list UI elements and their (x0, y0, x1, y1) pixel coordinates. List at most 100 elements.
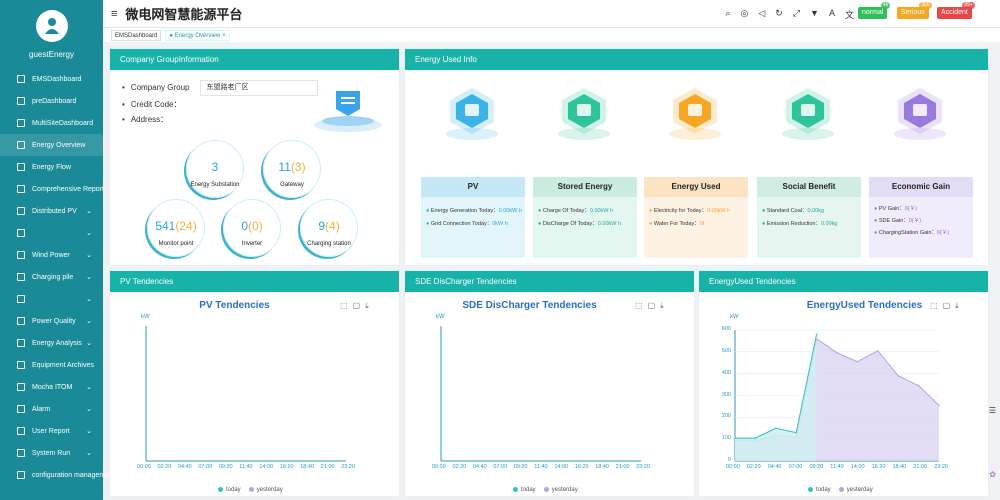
download-icon[interactable]: ⤓ (955, 301, 959, 310)
language-icon[interactable]: 文 (844, 10, 854, 20)
tag-ems-dashboard[interactable]: EMSDashboard (111, 29, 162, 41)
sound-icon[interactable]: ◁ (758, 8, 766, 18)
company-group-field[interactable]: 东盟路老厂区 (199, 79, 318, 96)
line-dot-icon: ● (649, 208, 654, 214)
refresh-icon[interactable]: ↻ (775, 8, 783, 18)
nav-item[interactable]: ⌄ (0, 222, 103, 244)
nav-item[interactable]: User Report ⌄ (0, 420, 103, 442)
restore-icon[interactable]: ▢ (942, 301, 951, 310)
download-icon[interactable]: ⤓ (660, 301, 664, 310)
y-tick-label: 0 (727, 457, 731, 463)
stat-extra-value: 0 (252, 219, 259, 233)
stat-value: 11(3) (264, 160, 320, 174)
legend-item[interactable]: yesterday (249, 487, 283, 493)
nav-item[interactable]: Equipment Archives (0, 354, 103, 376)
restore-icon[interactable]: ▢ (352, 301, 361, 310)
fullscreen-icon[interactable]: ⤢ (792, 8, 801, 18)
series-area-yesterday (735, 338, 939, 461)
download-icon[interactable]: ⤓ (365, 301, 369, 310)
nav-item-label: System Run (32, 449, 71, 457)
nav-item-label: Energy Flow (32, 163, 71, 171)
stat-circle[interactable]: 0(0) Inverter (223, 199, 281, 257)
chart-toolbox: ⬚ ▢ ⤓ (635, 301, 664, 311)
nav-item[interactable]: Wind Power ⌄ (0, 244, 103, 266)
font-size-icon[interactable]: A (828, 8, 835, 18)
x-tick-label: 21:00 (913, 464, 928, 470)
icon-graphic (782, 88, 834, 140)
nav-item-icon (17, 427, 25, 435)
y-tick-label: 500 (721, 347, 731, 354)
x-tick-label: 16:20 (279, 464, 294, 470)
nav-item-icon (17, 163, 25, 171)
user-avatar[interactable] (35, 10, 68, 42)
nav-item[interactable]: Comprehensive Report (0, 178, 104, 200)
nav-item-icon (17, 251, 25, 259)
line-dot-icon: ● (874, 206, 879, 212)
line-value: 0(￥) (908, 218, 922, 224)
close-icon[interactable]: × (220, 32, 226, 39)
settings-sliders-icon[interactable]: ☰ (988, 406, 996, 415)
nav-item[interactable]: Charging pile ⌄ (0, 266, 103, 288)
x-tick-label: 16:20 (871, 464, 886, 470)
legend-item[interactable]: yesterday (839, 487, 873, 493)
nav-item[interactable]: Alarm ⌄ (0, 398, 103, 420)
restore-icon[interactable]: ▢ (647, 301, 656, 310)
zoom-icon[interactable]: ⬚ (340, 301, 348, 310)
legend-item[interactable]: today (218, 487, 241, 493)
x-tick-label: 23:20 (341, 464, 355, 470)
nav-item-icon (17, 207, 25, 215)
y-tick-label: 600 (721, 326, 731, 332)
theme-icon[interactable]: ✿ (989, 470, 996, 479)
x-tick-label: 07:00 (788, 464, 803, 470)
badge-label: Serious (901, 9, 925, 16)
nav-item-icon (17, 295, 25, 303)
line-value: 0.00kW h (597, 221, 622, 227)
panel-header: SDE DisCharger Tendencies (405, 271, 694, 292)
line-key: Energy Generation Today： (430, 208, 499, 214)
nav-item[interactable]: ⌄ (0, 288, 103, 310)
stat-circle[interactable]: 9(4) Charging station (300, 199, 358, 257)
stat-extra-value: 24 (179, 219, 193, 233)
stat-circle[interactable]: 3 Energy Substation (186, 140, 244, 198)
tag-energy-overview[interactable]: ● Energy Overview × (165, 29, 230, 41)
legend-item[interactable]: today (513, 487, 536, 493)
nav-item[interactable]: Distributed PV ⌄ (0, 200, 103, 222)
nav-item-label: User Report (32, 427, 70, 435)
address-label: Address： (130, 115, 169, 124)
nav-item[interactable]: Mocha ITOM ⌄ (0, 376, 103, 398)
stat-circle[interactable]: 11(3) Gateway (263, 140, 321, 198)
chevron-down-icon: ⌄ (86, 318, 92, 325)
data-point-today (795, 431, 797, 434)
line-value: 0kW h (492, 221, 508, 227)
nav-item[interactable]: configuration management (0, 464, 115, 486)
alarm-badge-normal[interactable]: normal 46 (858, 2, 891, 19)
zoom-icon[interactable]: ⬚ (930, 301, 938, 310)
line-key: ChargingStation Gain： (878, 230, 937, 236)
chart-legend: today yesterday (513, 487, 578, 493)
nav-item[interactable]: EMSDashboard (0, 68, 103, 90)
stat-circle[interactable]: 541(24) Monitor point (147, 199, 205, 257)
nav-item[interactable]: MultiSiteDashboard (0, 112, 103, 134)
shirt-icon[interactable]: ▼ (810, 8, 819, 18)
line-value: 0.00kW h (706, 208, 731, 214)
x-tick-label: 09:20 (218, 464, 233, 470)
zoom-icon[interactable]: ⬚ (635, 301, 643, 310)
nav-item-icon (17, 141, 25, 149)
alarm-badge-serious[interactable]: Serious 306 (897, 2, 932, 19)
chevron-down-icon: ⌄ (86, 406, 92, 413)
nav-item-icon (17, 97, 25, 105)
nav-item[interactable]: Energy Overview (0, 134, 103, 156)
alarm-badge-accident[interactable]: Accident 99+ (937, 2, 975, 19)
nav-item[interactable]: Energy Flow (0, 156, 103, 178)
search-icon[interactable]: ⌕ (725, 8, 731, 18)
nav-item[interactable]: System Run ⌄ (0, 442, 103, 464)
legend-item[interactable]: today (808, 487, 831, 493)
energy-card: Economic Gain ● PV Gain：0(￥) ● SDE Gain：0(… (869, 177, 973, 258)
chart-legend: today yesterday (218, 487, 283, 493)
nav-item[interactable]: Power Quality ⌄ (0, 310, 103, 332)
nav-item[interactable]: preDashboard (0, 90, 103, 112)
nav-item[interactable]: Energy Analysis ⌄ (0, 332, 103, 354)
legend-item[interactable]: yesterday (544, 487, 578, 493)
support-icon[interactable]: ◎ (740, 8, 749, 18)
hamburger-icon[interactable]: ≡ (111, 7, 118, 20)
